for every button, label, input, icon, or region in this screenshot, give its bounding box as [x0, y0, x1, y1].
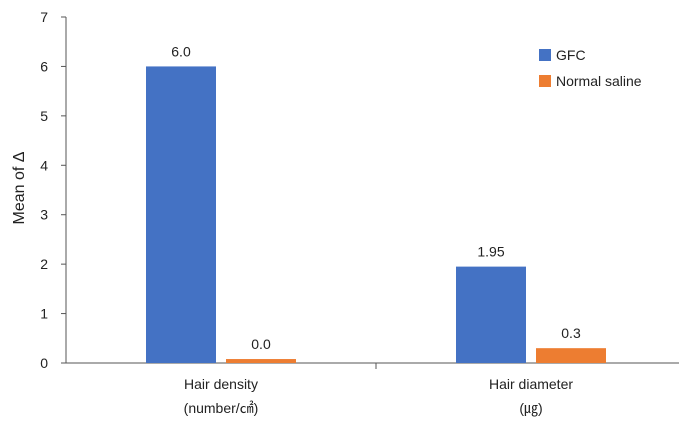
y-tick-label: 5: [40, 108, 48, 124]
category-unit-label: (㎍): [519, 400, 542, 417]
data-label: 1.95: [477, 244, 504, 260]
data-label: 0.0: [251, 336, 271, 352]
data-label: 0.3: [561, 325, 581, 341]
y-tick-label: 4: [40, 157, 48, 173]
legend-label: GFC: [556, 47, 586, 63]
legend-swatch: [539, 75, 551, 87]
category-label: Hair density: [184, 376, 258, 392]
category-unit-label: (number/㎠): [184, 400, 259, 416]
x-axis: [66, 362, 679, 369]
data-label: 6.0: [171, 43, 191, 59]
bars: 6.0 0.0 1.95 0.3: [146, 43, 606, 363]
bar-gfc: [456, 266, 526, 363]
category-label: Hair diameter: [489, 376, 573, 392]
y-axis-title: Mean of Δ: [11, 151, 28, 224]
legend: GFC Normal saline: [539, 47, 642, 89]
bar-normal-saline: [226, 359, 296, 363]
y-tick-label: 1: [40, 306, 48, 322]
y-tick-label: 0: [40, 355, 48, 371]
y-tick-label: 7: [40, 9, 48, 25]
legend-swatch: [539, 49, 551, 61]
bar-normal-saline: [536, 348, 606, 363]
category-labels: Hair density (number/㎠) Hair diameter (㎍): [184, 376, 574, 417]
y-tick-label: 2: [40, 256, 48, 272]
legend-label: Normal saline: [556, 73, 642, 89]
y-axis: 0 1 2 3 4 5 6 7: [40, 9, 67, 371]
y-tick-label: 6: [40, 58, 48, 74]
y-tick-label: 3: [40, 207, 48, 223]
bar-gfc: [146, 66, 216, 363]
